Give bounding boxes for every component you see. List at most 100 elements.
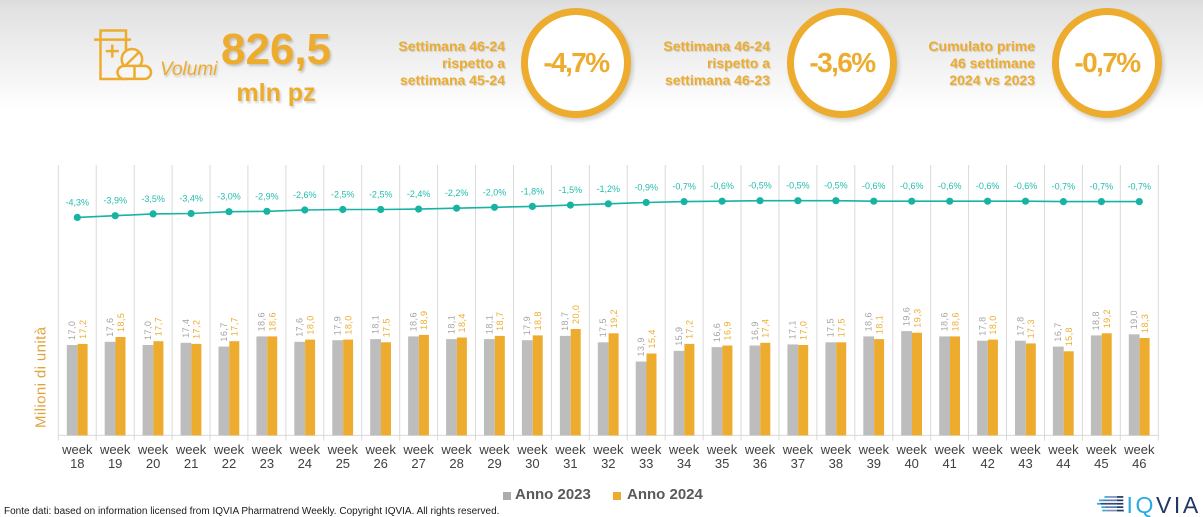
- svg-text:32: 32: [601, 456, 615, 471]
- svg-text:-3,0%: -3,0%: [217, 192, 241, 202]
- svg-text:17,9: 17,9: [522, 316, 532, 335]
- svg-text:week: week: [592, 442, 624, 457]
- svg-text:week: week: [327, 442, 359, 457]
- svg-text:week: week: [175, 442, 207, 457]
- svg-text:17,3: 17,3: [1026, 319, 1036, 338]
- svg-text:-0,6%: -0,6%: [710, 181, 734, 191]
- svg-text:15,8: 15,8: [1064, 327, 1074, 346]
- svg-text:week: week: [251, 442, 283, 457]
- svg-text:-0,5%: -0,5%: [748, 181, 772, 191]
- svg-text:-0,5%: -0,5%: [824, 181, 848, 191]
- svg-text:17,5: 17,5: [598, 318, 608, 337]
- svg-text:40: 40: [904, 456, 918, 471]
- svg-text:week: week: [402, 442, 434, 457]
- svg-text:-0,7%: -0,7%: [1052, 182, 1076, 192]
- svg-text:26: 26: [373, 456, 387, 471]
- svg-text:19,2: 19,2: [609, 309, 619, 328]
- svg-text:46: 46: [1132, 456, 1146, 471]
- svg-text:28: 28: [449, 456, 463, 471]
- svg-text:17,0: 17,0: [67, 321, 77, 340]
- svg-text:Milioni di unità: Milioni di unità: [33, 326, 50, 428]
- svg-text:17,8: 17,8: [1015, 316, 1025, 335]
- svg-text:19,3: 19,3: [912, 308, 922, 327]
- svg-text:17,2: 17,2: [685, 320, 695, 339]
- svg-text:19,0: 19,0: [1129, 310, 1139, 329]
- svg-text:18,6: 18,6: [950, 312, 960, 331]
- svg-text:22: 22: [222, 456, 236, 471]
- svg-text:-4,3%: -4,3%: [66, 197, 90, 207]
- svg-text:-2,9%: -2,9%: [255, 191, 279, 201]
- svg-text:39: 39: [867, 456, 881, 471]
- svg-text:17,2: 17,2: [78, 320, 88, 339]
- svg-text:16,9: 16,9: [750, 321, 760, 340]
- svg-text:18,1: 18,1: [484, 315, 494, 334]
- svg-text:-0,7%: -0,7%: [672, 182, 696, 192]
- svg-text:37: 37: [791, 456, 805, 471]
- svg-text:42: 42: [980, 456, 994, 471]
- svg-text:week: week: [1009, 442, 1041, 457]
- svg-text:15,4: 15,4: [647, 329, 657, 348]
- svg-text:17,7: 17,7: [154, 317, 164, 336]
- svg-text:24: 24: [298, 456, 312, 471]
- svg-text:18,4: 18,4: [457, 313, 467, 332]
- svg-text:18,7: 18,7: [560, 312, 570, 331]
- svg-text:-1,2%: -1,2%: [597, 184, 621, 194]
- svg-text:35: 35: [715, 456, 729, 471]
- svg-text:18,1: 18,1: [371, 315, 381, 334]
- svg-text:30: 30: [525, 456, 539, 471]
- svg-text:week: week: [782, 442, 814, 457]
- svg-text:17,7: 17,7: [230, 317, 240, 336]
- svg-text:13,9: 13,9: [636, 337, 646, 356]
- svg-text:-0,5%: -0,5%: [786, 181, 810, 191]
- svg-text:17,1: 17,1: [788, 320, 798, 339]
- svg-text:17,0: 17,0: [799, 321, 809, 340]
- svg-text:IQVIA: IQVIA: [1127, 492, 1201, 517]
- svg-text:week: week: [478, 442, 510, 457]
- svg-text:17,0: 17,0: [143, 321, 153, 340]
- svg-text:17,5: 17,5: [826, 318, 836, 337]
- svg-text:18,6: 18,6: [257, 312, 267, 331]
- svg-text:week: week: [896, 442, 928, 457]
- svg-text:44: 44: [1056, 456, 1070, 471]
- svg-text:week: week: [934, 442, 966, 457]
- svg-text:week: week: [858, 442, 890, 457]
- svg-text:-3,4%: -3,4%: [179, 194, 203, 204]
- svg-text:25: 25: [336, 456, 350, 471]
- svg-text:week: week: [554, 442, 586, 457]
- svg-text:-0,6%: -0,6%: [976, 181, 1000, 191]
- svg-text:16,6: 16,6: [712, 323, 722, 342]
- svg-text:33: 33: [639, 456, 653, 471]
- svg-text:18,7: 18,7: [495, 312, 505, 331]
- svg-text:17,5: 17,5: [837, 318, 847, 337]
- svg-text:17,6: 17,6: [295, 317, 305, 336]
- svg-text:15,9: 15,9: [674, 326, 684, 345]
- svg-text:-0,6%: -0,6%: [938, 181, 962, 191]
- svg-text:-2,0%: -2,0%: [483, 187, 507, 197]
- svg-text:18,8: 18,8: [533, 311, 543, 330]
- svg-text:17,6: 17,6: [105, 317, 115, 336]
- svg-text:week: week: [61, 442, 93, 457]
- svg-text:-2,5%: -2,5%: [331, 190, 355, 200]
- svg-text:18,6: 18,6: [408, 312, 418, 331]
- svg-text:week: week: [365, 442, 397, 457]
- svg-text:-2,5%: -2,5%: [369, 190, 393, 200]
- svg-text:18,0: 18,0: [305, 315, 315, 334]
- svg-text:week: week: [1123, 442, 1155, 457]
- svg-text:18,3: 18,3: [1140, 314, 1150, 333]
- svg-text:18,6: 18,6: [864, 312, 874, 331]
- svg-text:17,2: 17,2: [192, 320, 202, 339]
- svg-text:-1,8%: -1,8%: [521, 186, 545, 196]
- svg-text:19,2: 19,2: [1102, 309, 1112, 328]
- svg-text:week: week: [706, 442, 738, 457]
- svg-text:-0,7%: -0,7%: [1090, 182, 1114, 192]
- svg-text:21: 21: [184, 456, 198, 471]
- svg-text:18,6: 18,6: [268, 312, 278, 331]
- svg-text:41: 41: [942, 456, 956, 471]
- svg-text:20,0: 20,0: [571, 305, 581, 324]
- svg-text:-2,6%: -2,6%: [293, 190, 317, 200]
- svg-text:week: week: [668, 442, 700, 457]
- svg-text:-2,4%: -2,4%: [407, 189, 431, 199]
- svg-text:23: 23: [260, 456, 274, 471]
- svg-text:17,4: 17,4: [761, 318, 771, 337]
- svg-text:31: 31: [563, 456, 577, 471]
